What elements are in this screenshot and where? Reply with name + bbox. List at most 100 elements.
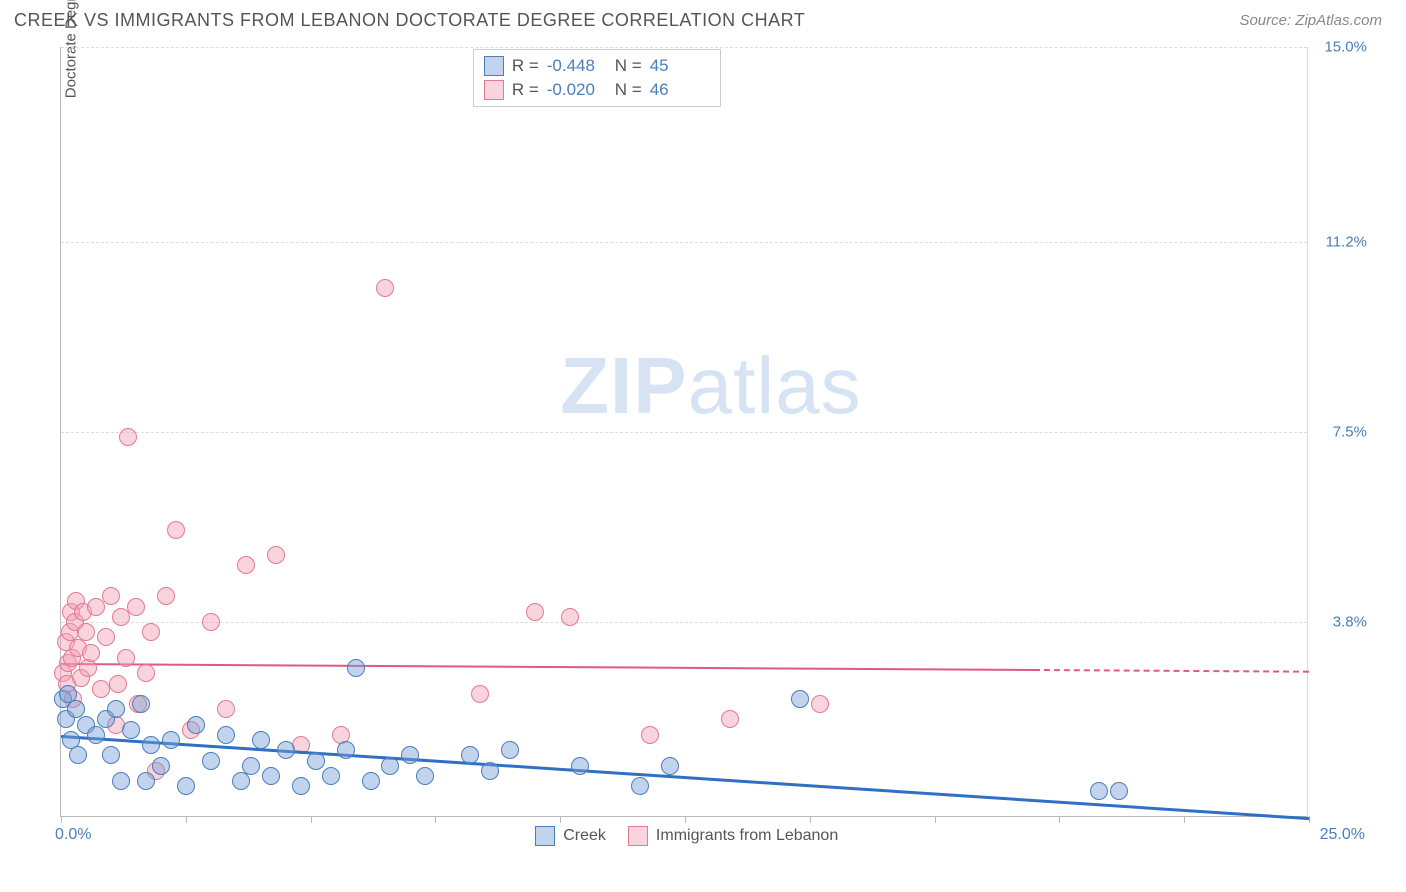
data-point-lebanon — [167, 521, 185, 539]
data-point-lebanon — [267, 546, 285, 564]
data-point-lebanon — [526, 603, 544, 621]
watermark: ZIPatlas — [560, 340, 861, 432]
data-point-creek — [337, 741, 355, 759]
data-point-creek — [202, 752, 220, 770]
n-value: 45 — [650, 56, 710, 76]
r-value: -0.020 — [547, 80, 607, 100]
data-point-lebanon — [217, 700, 235, 718]
legend-row: R = -0.020 N = 46 — [484, 78, 710, 102]
series-legend: Creek Immigrants from Lebanon — [535, 826, 838, 846]
data-point-lebanon — [237, 556, 255, 574]
data-point-creek — [1110, 782, 1128, 800]
data-point-lebanon — [119, 428, 137, 446]
data-point-lebanon — [202, 613, 220, 631]
x-tick — [311, 816, 312, 823]
legend-swatch — [484, 56, 504, 76]
data-point-creek — [142, 736, 160, 754]
data-point-lebanon — [92, 680, 110, 698]
x-tick — [560, 816, 561, 823]
x-tick — [685, 816, 686, 823]
x-tick — [1309, 816, 1310, 823]
trend-line — [61, 663, 1034, 671]
data-point-lebanon — [82, 644, 100, 662]
data-point-creek — [69, 746, 87, 764]
data-point-creek — [252, 731, 270, 749]
data-point-creek — [102, 746, 120, 764]
x-tick — [435, 816, 436, 823]
data-point-creek — [277, 741, 295, 759]
x-tick — [810, 816, 811, 823]
data-point-creek — [571, 757, 589, 775]
x-tick — [1184, 816, 1185, 823]
data-point-creek — [307, 752, 325, 770]
data-point-creek — [322, 767, 340, 785]
data-point-creek — [481, 762, 499, 780]
x-tick — [61, 816, 62, 823]
data-point-creek — [461, 746, 479, 764]
legend-swatch — [628, 826, 648, 846]
data-point-lebanon — [79, 659, 97, 677]
r-value: -0.448 — [547, 56, 607, 76]
r-label: R = — [512, 56, 539, 76]
data-point-creek — [217, 726, 235, 744]
data-point-creek — [362, 772, 380, 790]
legend-item: Creek — [535, 826, 606, 846]
data-point-creek — [187, 716, 205, 734]
legend-row: R = -0.448 N = 45 — [484, 54, 710, 78]
scatter-plot: 3.8%7.5%11.2%15.0%ZIPatlasR =-0.448N =45… — [60, 47, 1308, 817]
x-min-label: 0.0% — [55, 826, 91, 844]
data-point-creek — [401, 746, 419, 764]
data-point-lebanon — [157, 587, 175, 605]
data-point-lebanon — [109, 675, 127, 693]
data-point-creek — [177, 777, 195, 795]
x-tick — [186, 816, 187, 823]
legend-swatch — [535, 826, 555, 846]
data-point-creek — [501, 741, 519, 759]
data-point-creek — [137, 772, 155, 790]
data-point-lebanon — [811, 695, 829, 713]
x-tick — [1059, 816, 1060, 823]
data-point-creek — [162, 731, 180, 749]
data-point-lebanon — [127, 598, 145, 616]
legend-label: Creek — [563, 827, 606, 845]
data-point-creek — [232, 772, 250, 790]
data-point-lebanon — [77, 623, 95, 641]
data-point-creek — [416, 767, 434, 785]
data-point-creek — [262, 767, 280, 785]
r-label: R = — [512, 80, 539, 100]
gridline — [61, 622, 1307, 623]
n-label: N = — [615, 80, 642, 100]
source-label: Source: ZipAtlas.com — [1239, 12, 1382, 29]
gridline — [61, 242, 1307, 243]
n-value: 46 — [650, 80, 710, 100]
data-point-creek — [122, 721, 140, 739]
legend-label: Immigrants from Lebanon — [656, 827, 838, 845]
legend-swatch — [484, 80, 504, 100]
data-point-lebanon — [376, 279, 394, 297]
correlation-legend: R = -0.448 N = 45 R = -0.020 N = 46 — [473, 49, 721, 107]
data-point-creek — [132, 695, 150, 713]
trend-line — [1034, 669, 1309, 673]
y-tick-label: 15.0% — [1313, 39, 1367, 56]
data-point-creek — [107, 700, 125, 718]
data-point-creek — [242, 757, 260, 775]
data-point-lebanon — [117, 649, 135, 667]
data-point-creek — [1090, 782, 1108, 800]
data-point-creek — [347, 659, 365, 677]
x-tick — [935, 816, 936, 823]
data-point-creek — [631, 777, 649, 795]
n-label: N = — [615, 56, 642, 76]
data-point-lebanon — [137, 664, 155, 682]
data-point-lebanon — [561, 608, 579, 626]
data-point-creek — [292, 777, 310, 795]
x-max-label: 25.0% — [1320, 826, 1365, 844]
data-point-lebanon — [102, 587, 120, 605]
legend-item: Immigrants from Lebanon — [628, 826, 838, 846]
gridline — [61, 432, 1307, 433]
data-point-creek — [87, 726, 105, 744]
data-point-creek — [381, 757, 399, 775]
y-tick-label: 7.5% — [1313, 424, 1367, 441]
gridline — [61, 47, 1307, 48]
data-point-lebanon — [97, 628, 115, 646]
data-point-creek — [112, 772, 130, 790]
